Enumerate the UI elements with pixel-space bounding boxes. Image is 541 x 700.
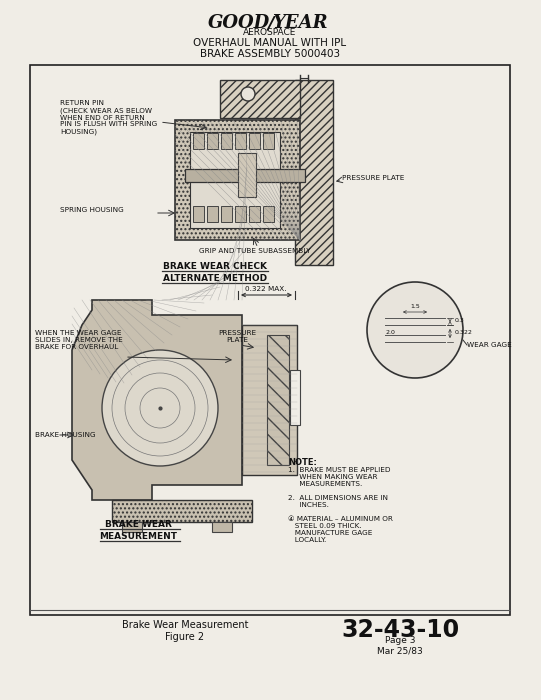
Bar — [249, 206, 260, 222]
Bar — [263, 206, 274, 222]
Text: GRIP AND TUBE SUBASSEMBLY: GRIP AND TUBE SUBASSEMBLY — [199, 248, 311, 254]
Bar — [30, 65, 510, 615]
Polygon shape — [72, 300, 242, 500]
Bar — [220, 80, 300, 118]
Bar — [221, 133, 232, 149]
Circle shape — [367, 282, 463, 378]
Bar — [207, 206, 218, 222]
Bar — [221, 206, 232, 222]
Bar — [207, 133, 218, 149]
Bar — [267, 335, 289, 465]
Bar — [238, 153, 256, 197]
Bar — [185, 169, 305, 182]
Text: MEASUREMENT: MEASUREMENT — [99, 532, 177, 541]
Text: WHEN THE WEAR GAGE
SLIDES IN, REMOVE THE
BRAKE FOR OVERHAUL: WHEN THE WEAR GAGE SLIDES IN, REMOVE THE… — [35, 330, 123, 350]
Text: SPRING HOUSING: SPRING HOUSING — [60, 207, 124, 213]
Text: 0.322 MAX.: 0.322 MAX. — [245, 286, 287, 292]
Bar — [263, 133, 274, 149]
Text: Mar 25/83: Mar 25/83 — [377, 646, 423, 655]
Bar — [235, 206, 246, 222]
Text: OVERHAUL MANUAL WITH IPL: OVERHAUL MANUAL WITH IPL — [194, 38, 347, 48]
Bar — [175, 120, 300, 240]
Circle shape — [241, 87, 255, 101]
Text: PRESSURE PLATE: PRESSURE PLATE — [342, 175, 404, 181]
Text: AEROSPACE: AEROSPACE — [243, 28, 296, 37]
Bar — [235, 133, 246, 149]
Text: 1.5: 1.5 — [410, 304, 420, 309]
Text: 2.0: 2.0 — [385, 330, 395, 335]
Text: 0.322: 0.322 — [455, 330, 473, 335]
Bar — [249, 133, 260, 149]
Text: /: / — [268, 15, 274, 33]
Bar — [290, 370, 300, 425]
Text: BRAKE WEAR: BRAKE WEAR — [104, 520, 171, 529]
Text: 0.3: 0.3 — [455, 318, 465, 323]
Text: YEAR: YEAR — [272, 14, 328, 32]
Text: Page 3: Page 3 — [385, 636, 415, 645]
Text: ALTERNATE METHOD: ALTERNATE METHOD — [163, 274, 267, 283]
Text: WEAR GAGE: WEAR GAGE — [467, 342, 512, 348]
Text: PRESSURE
PLATE: PRESSURE PLATE — [218, 330, 256, 343]
Bar — [190, 132, 280, 228]
Text: Figure 2: Figure 2 — [166, 632, 204, 642]
Text: Brake Wear Measurement: Brake Wear Measurement — [122, 620, 248, 630]
Bar — [295, 80, 333, 265]
Text: BRAKE WEAR CHECK: BRAKE WEAR CHECK — [163, 262, 267, 271]
Text: RETURN PIN
(CHECK WEAR AS BELOW
WHEN END OF RETURN
PIN IS FLUSH WITH SPRING
HOUS: RETURN PIN (CHECK WEAR AS BELOW WHEN END… — [60, 100, 157, 135]
Bar — [112, 500, 252, 522]
Text: BRAKE ASSEMBLY 5000403: BRAKE ASSEMBLY 5000403 — [200, 49, 340, 59]
Text: 32-43-10: 32-43-10 — [341, 618, 459, 642]
Bar — [242, 325, 297, 475]
Text: 1.  BRAKE MUST BE APPLIED
     WHEN MAKING WEAR
     MEASUREMENTS.

2.  ALL DIME: 1. BRAKE MUST BE APPLIED WHEN MAKING WEA… — [288, 467, 393, 543]
Text: BRAKE HOUSING: BRAKE HOUSING — [35, 432, 96, 438]
Bar — [193, 206, 204, 222]
Circle shape — [102, 350, 218, 466]
Bar — [193, 133, 204, 149]
Bar — [212, 522, 232, 532]
Bar — [175, 120, 300, 240]
Text: NOTE:: NOTE: — [288, 458, 317, 467]
Text: GOOD: GOOD — [208, 14, 270, 32]
Bar — [122, 522, 142, 532]
